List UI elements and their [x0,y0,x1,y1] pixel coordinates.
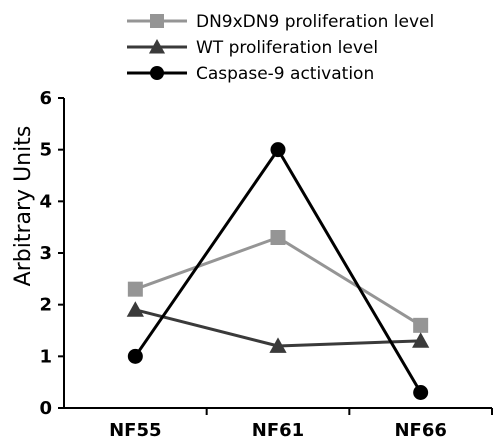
x-tick-label: NF61 [252,420,304,440]
data-point [270,142,286,158]
x-tick-label: NF66 [394,420,446,440]
data-point [127,281,143,297]
series-layer [126,142,430,400]
y-tick-label: 5 [39,140,52,161]
data-point [413,385,429,400]
y-tick-label: 4 [39,191,52,212]
y-tick-label: 6 [39,88,52,109]
legend-item: Caspase-9 activation [127,64,374,84]
legend-label: DN9xDN9 proliferation level [196,12,434,32]
legend-item: DN9xDN9 proliferation level [127,12,434,32]
data-point [413,317,429,333]
axes: 0 1 2 3 4 5 6 NF55 NF61 NF66 [39,88,493,440]
y-tick-label: 0 [39,398,52,419]
series-3 [127,142,429,400]
data-point [127,348,143,364]
series-1 [127,230,429,333]
data-point [412,332,430,348]
series-2 [126,301,430,353]
legend-marker [148,38,166,54]
data-point [270,230,286,245]
legend-label: WT proliferation level [196,38,378,58]
legend-item: WT proliferation level [127,38,378,58]
y-tick-label: 3 [39,243,52,264]
x-tick-label: NF55 [109,420,161,440]
y-tick-label: 1 [39,346,52,367]
legend: DN9xDN9 proliferation level WT proliferat… [127,12,434,84]
y-axis-title: Arbitrary Units [11,126,36,287]
series-line [134,148,422,394]
legend-marker [150,66,164,80]
legend-label: Caspase-9 activation [196,64,374,84]
y-tick-label: 2 [39,295,52,316]
series-line [134,236,422,327]
data-point [126,301,144,317]
legend-marker [150,14,164,28]
data-point [269,337,287,353]
